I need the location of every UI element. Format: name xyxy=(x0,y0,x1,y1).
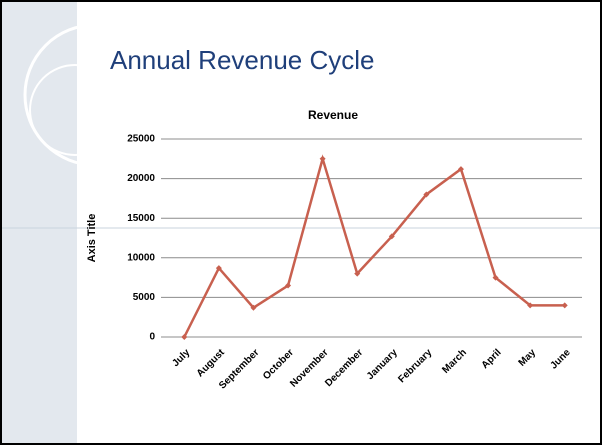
slide-title: Annual Revenue Cycle xyxy=(110,45,375,75)
marker xyxy=(388,233,395,240)
marker xyxy=(561,302,568,309)
y-tick-label: 20000 xyxy=(127,173,155,184)
chart-title: Revenue xyxy=(308,108,358,122)
side-strip xyxy=(2,2,77,443)
marker xyxy=(319,155,326,162)
y-tick-label: 10000 xyxy=(127,252,155,263)
y-axis-title: Axis Title xyxy=(86,214,98,263)
marker xyxy=(527,302,534,309)
marker xyxy=(423,191,430,198)
y-tick-label: 0 xyxy=(149,332,155,343)
marker xyxy=(492,274,499,281)
deco-circle xyxy=(23,23,167,167)
y-tick-label: 25000 xyxy=(127,134,155,145)
marker xyxy=(181,334,188,340)
deco-circle xyxy=(29,64,121,156)
marker xyxy=(354,270,361,277)
line xyxy=(183,154,565,338)
y-tick-label: 5000 xyxy=(133,292,156,303)
marker xyxy=(457,166,464,173)
marker xyxy=(250,304,257,311)
marker xyxy=(285,282,292,289)
marker xyxy=(215,265,222,272)
y-tick-label: 15000 xyxy=(127,213,155,224)
